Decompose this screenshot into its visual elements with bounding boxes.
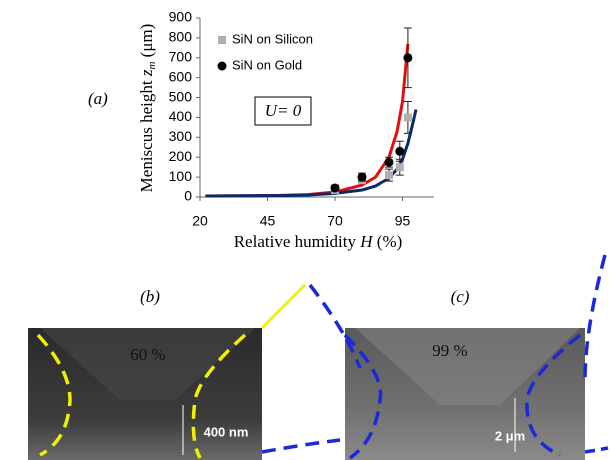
y-tick-label: 200: [169, 148, 193, 164]
y-tick-label: 700: [169, 48, 193, 64]
marker: [396, 163, 404, 171]
marker: [404, 113, 412, 121]
legend-marker: [218, 62, 227, 71]
y-tick-label: 300: [169, 128, 193, 144]
marker: [385, 158, 394, 167]
x-symbol: H: [359, 232, 374, 251]
y-label: Meniscus height: [137, 80, 156, 192]
annotation: U= 0: [265, 101, 302, 120]
y-tick-label: 0: [184, 188, 192, 204]
legend-marker: [218, 36, 226, 44]
marker: [385, 171, 393, 179]
humidity-label: 60 %: [130, 345, 165, 364]
marker: [358, 173, 367, 182]
x-axis-label: Relative humidity H (%): [234, 232, 403, 251]
y-tick-label: 400: [169, 108, 193, 124]
x-unit: (%): [377, 232, 402, 251]
connector: [262, 285, 305, 328]
marker: [395, 147, 404, 156]
connector: [585, 255, 605, 380]
connector: [585, 448, 608, 452]
panel-label: (b): [140, 287, 160, 306]
panel-label: (a): [88, 89, 108, 108]
y-unit: (μm): [137, 24, 156, 58]
marker: [331, 184, 340, 193]
x-tick-label: 70: [327, 213, 343, 229]
x-tick-label: 45: [260, 213, 276, 229]
connector: [262, 440, 340, 452]
y-tick-label: 900: [169, 9, 193, 25]
x-tick-label: 95: [395, 213, 411, 229]
y-tick-label: 500: [169, 88, 193, 104]
y-tick-label: 100: [169, 168, 193, 184]
image-panels: (b) 60 % 400 nm (c) 99 % 2 μm: [28, 255, 608, 460]
marker: [403, 53, 412, 62]
figure: (a) Meniscus height zm (μm) Relative hum…: [0, 0, 610, 460]
scale-label: 400 nm: [204, 424, 249, 439]
legend-label: SiN on Gold: [232, 57, 302, 72]
x-label: Relative humidity: [234, 232, 357, 251]
y-tick-label: 600: [169, 68, 193, 84]
legend-label: SiN on Silicon: [232, 31, 313, 46]
y-tick-label: 800: [169, 29, 193, 45]
y-symbol-sub: m: [146, 62, 158, 70]
x-tick-label: 20: [192, 213, 208, 229]
humidity-label: 99 %: [432, 341, 467, 360]
panel-label: (c): [451, 287, 470, 306]
scale-label: 2 μm: [495, 428, 525, 443]
y-axis-label: Meniscus height zm (μm): [137, 24, 160, 193]
